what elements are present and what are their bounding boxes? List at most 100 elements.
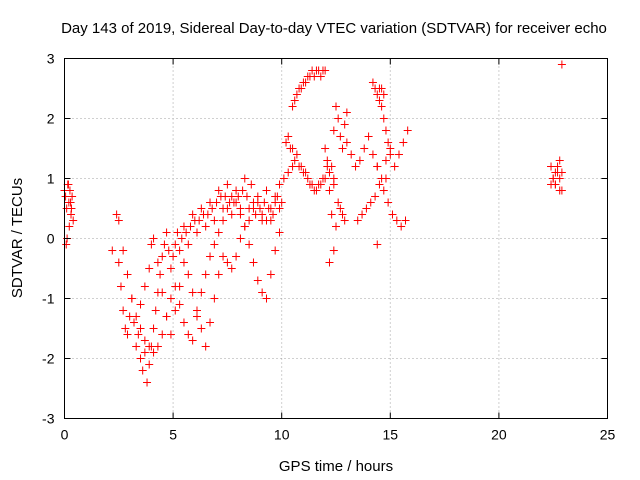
data-point: [557, 168, 566, 177]
data-point: [332, 102, 340, 111]
data-point: [379, 114, 388, 123]
data-point: [381, 156, 390, 165]
data-point: [394, 150, 403, 159]
data-point: [373, 240, 382, 249]
data-point: [290, 156, 299, 165]
data-point: [65, 222, 74, 231]
data-point: [325, 168, 334, 177]
data-point: [368, 150, 377, 159]
grid-lines: [64, 58, 608, 419]
data-point: [188, 210, 197, 219]
data-point: [171, 306, 180, 315]
data-point: [238, 186, 247, 195]
data-point: [390, 162, 399, 171]
data-point: [360, 144, 369, 153]
data-point: [288, 144, 297, 153]
x-tick-label: 5: [169, 427, 177, 443]
data-point: [351, 162, 360, 171]
data-point: [377, 84, 386, 93]
data-point: [325, 258, 334, 267]
data-point: [403, 126, 412, 135]
data-point: [119, 246, 128, 255]
data-point: [347, 150, 356, 159]
data-point: [116, 282, 125, 291]
data-point: [340, 216, 349, 225]
data-point: [392, 216, 401, 225]
data-point: [342, 138, 351, 147]
data-point: [318, 174, 327, 183]
data-point: [143, 378, 152, 387]
data-point: [305, 180, 314, 189]
data-point: [388, 210, 397, 219]
data-point: [219, 216, 228, 225]
data-point: [236, 210, 245, 219]
data-point: [338, 144, 347, 153]
data-point: [132, 312, 141, 321]
data-point: [292, 90, 301, 99]
data-point: [197, 288, 206, 297]
data-point: [379, 186, 388, 195]
data-point: [188, 288, 197, 297]
y-tick-label: 3: [47, 51, 55, 67]
data-point: [375, 180, 384, 189]
data-point: [112, 210, 121, 219]
chart-title: Day 143 of 2019, Sidereal Day-to-day VTE…: [61, 20, 607, 37]
data-point: [136, 324, 145, 333]
data-point: [301, 168, 310, 177]
data-point: [338, 210, 347, 219]
data-point: [164, 246, 173, 255]
data-point: [373, 162, 382, 171]
data-point: [316, 72, 325, 81]
data-point: [275, 228, 284, 237]
data-point: [284, 168, 293, 177]
data-point: [314, 180, 323, 189]
data-point: [197, 324, 206, 333]
y-tick-label: -3: [42, 411, 55, 427]
data-point: [182, 228, 191, 237]
data-point: [227, 264, 236, 273]
data-point: [334, 198, 343, 207]
data-point: [397, 222, 406, 231]
data-point: [210, 294, 219, 303]
data-point: [140, 336, 149, 345]
data-point: [242, 192, 251, 201]
data-point: [166, 294, 175, 303]
data-point: [130, 318, 139, 327]
data-point: [223, 258, 232, 267]
x-tick-label: 0: [61, 427, 69, 443]
data-point: [62, 240, 71, 249]
data-point: [223, 180, 232, 189]
data-point: [177, 234, 186, 243]
y-tick-label: 1: [47, 171, 55, 187]
data-point: [377, 102, 386, 111]
data-point: [266, 204, 275, 213]
data-point: [173, 228, 182, 237]
data-point: [327, 162, 336, 171]
data-point: [166, 330, 175, 339]
data-point: [136, 354, 145, 363]
data-point: [227, 192, 236, 201]
data-point: [149, 324, 158, 333]
data-point: [381, 174, 390, 183]
data-point: [208, 204, 217, 213]
data-point: [399, 138, 408, 147]
data-point: [201, 342, 210, 351]
x-tick-label: 15: [383, 427, 399, 443]
data-point: [134, 330, 143, 339]
data-point: [201, 270, 210, 279]
data-point: [358, 210, 367, 219]
data-point: [197, 204, 206, 213]
y-axis-label: SDTVAR / TECUs: [9, 178, 26, 298]
data-point: [555, 186, 564, 195]
y-tick-label: -1: [42, 291, 55, 307]
data-point: [136, 300, 145, 309]
data-point: [547, 162, 556, 171]
data-point: [206, 252, 215, 261]
data-point: [249, 258, 258, 267]
data-point: [236, 234, 245, 243]
data-point: [253, 276, 262, 285]
data-point: [158, 252, 167, 261]
x-tick-label: 10: [274, 427, 290, 443]
data-point: [219, 252, 228, 261]
y-axis-ticks: -3 -2 -1 0 1 2 3: [42, 51, 608, 427]
